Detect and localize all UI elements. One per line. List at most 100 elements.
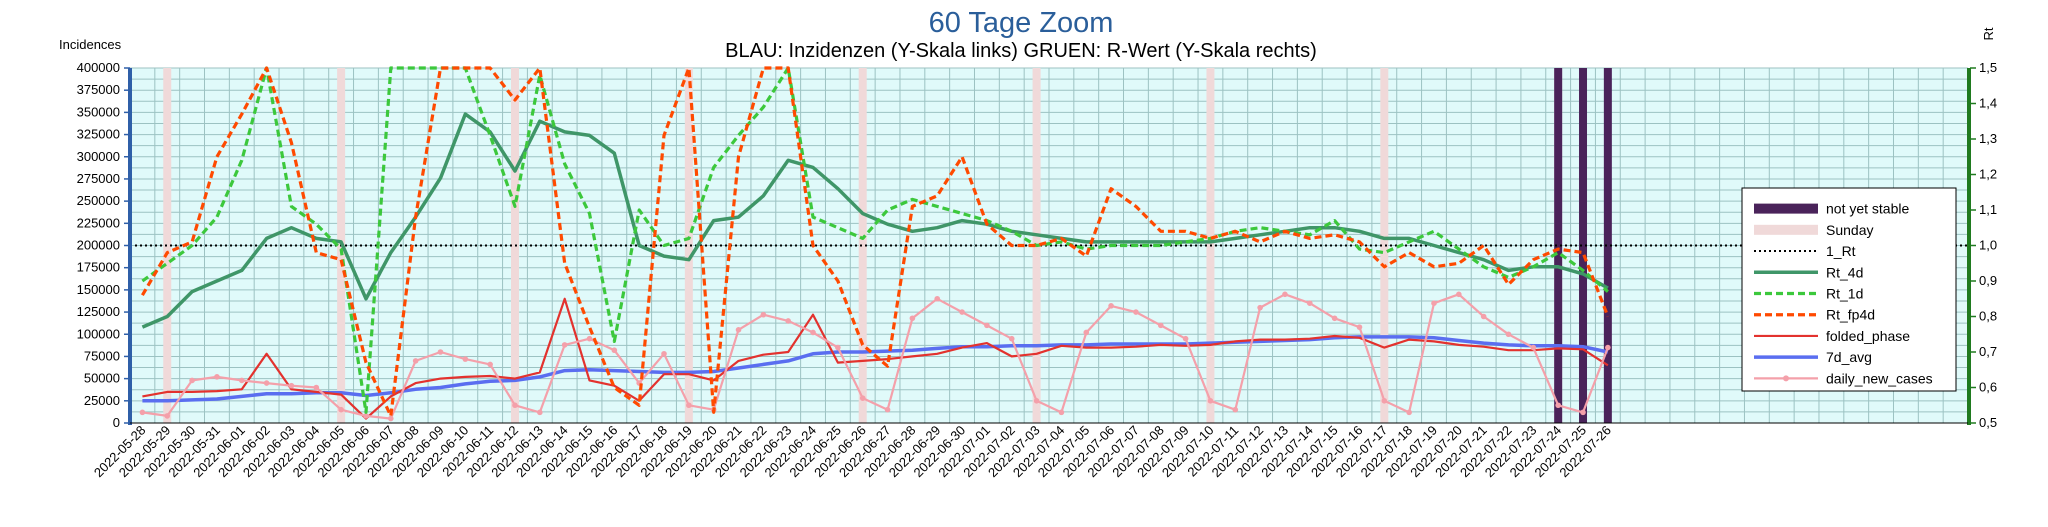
data-point-daily-new-cases	[1058, 409, 1065, 416]
data-point-daily-new-cases	[263, 380, 270, 386]
legend-swatch	[1754, 224, 1818, 235]
right-tick-label: 1,5	[1979, 60, 1997, 75]
left-tick-label: 325000	[77, 127, 120, 142]
legend-label: 7d_avg	[1826, 349, 1872, 365]
sunday-band	[1380, 68, 1389, 423]
legend-label: 1_Rt	[1826, 243, 1856, 259]
data-point-daily-new-cases	[1505, 331, 1512, 338]
data-point-daily-new-cases	[139, 409, 146, 416]
data-point-daily-new-cases	[1605, 344, 1611, 351]
data-point-daily-new-cases	[363, 413, 369, 419]
data-point-daily-new-cases	[1456, 291, 1462, 298]
sunday-band	[684, 68, 693, 423]
data-point-daily-new-cases	[661, 350, 667, 357]
left-axis-ticks: 0 25000 50000 75000 100000 125000 150000 175000…	[77, 60, 130, 430]
left-tick-label: 125000	[77, 304, 120, 319]
legend-label: Rt_1d	[1826, 286, 1863, 302]
data-point-daily-new-cases	[1182, 335, 1189, 342]
left-tick-label: 300000	[77, 149, 120, 164]
data-point-daily-new-cases	[1207, 398, 1214, 404]
data-point-daily-new-cases	[586, 335, 593, 342]
chart-title: 60 Tage Zoom	[929, 7, 1114, 39]
right-tick-label: 0,5	[1979, 415, 1997, 430]
left-axis-bar	[128, 68, 132, 425]
left-tick-label: 50000	[84, 371, 120, 386]
data-point-daily-new-cases	[884, 406, 891, 413]
left-tick-label: 75000	[84, 348, 120, 363]
left-tick-label: 0	[113, 415, 120, 430]
data-point-daily-new-cases	[1431, 300, 1437, 306]
not-yet-stable-band	[1579, 68, 1588, 423]
legend-label: Rt_fp4d	[1826, 307, 1875, 323]
data-point-daily-new-cases	[959, 309, 965, 315]
left-tick-label: 225000	[77, 215, 120, 230]
legend-label: not yet stable	[1826, 201, 1909, 217]
right-tick-label: 1,1	[1979, 202, 1997, 217]
left-tick-label: 275000	[77, 171, 120, 186]
data-point-daily-new-cases	[387, 415, 394, 422]
right-tick-label: 0,8	[1979, 309, 1997, 324]
right-tick-label: 0,9	[1979, 273, 1997, 288]
data-point-daily-new-cases	[561, 342, 568, 348]
data-point-daily-new-cases	[859, 395, 866, 401]
left-tick-label: 400000	[77, 60, 120, 75]
data-point-daily-new-cases	[462, 356, 469, 362]
data-point-daily-new-cases	[412, 358, 419, 364]
data-point-daily-new-cases	[1580, 409, 1586, 416]
data-point-daily-new-cases	[164, 413, 171, 419]
data-point-daily-new-cases	[437, 349, 444, 355]
data-point-daily-new-cases	[1381, 398, 1388, 404]
left-tick-label: 175000	[77, 260, 120, 275]
right-tick-label: 0,6	[1979, 380, 1997, 395]
x-axis-ticks: 2022-05-282022-05-292022-05-302022-05-31…	[91, 423, 1614, 481]
data-point-daily-new-cases	[1282, 291, 1288, 298]
data-point-daily-new-cases	[760, 311, 767, 318]
data-point-daily-new-cases	[810, 329, 816, 336]
data-point-daily-new-cases	[1555, 402, 1561, 409]
left-tick-label: 250000	[77, 193, 120, 208]
legend-label: daily_new_cases	[1826, 370, 1933, 386]
data-point-daily-new-cases	[1033, 398, 1040, 404]
right-tick-label: 0,7	[1979, 344, 1997, 359]
right-tick-label: 1,4	[1979, 96, 1997, 111]
data-point-daily-new-cases	[1008, 335, 1015, 342]
data-point-daily-new-cases	[785, 318, 792, 324]
data-point-daily-new-cases	[313, 384, 320, 391]
series-layer	[130, 66, 1968, 422]
right-tick-label: 1,2	[1979, 167, 1997, 182]
data-point-daily-new-cases	[686, 402, 692, 409]
sunday-band	[163, 68, 172, 423]
series-line-Rt-1d	[141, 66, 1609, 414]
data-point-daily-new-cases	[1133, 309, 1139, 315]
data-point-daily-new-cases	[611, 347, 618, 354]
right-tick-label: 1,3	[1979, 131, 1997, 146]
right-axis-label: Rt	[1981, 27, 1996, 40]
series-line-Rt-4d	[141, 112, 1609, 329]
data-point-daily-new-cases	[288, 382, 295, 389]
series-line-Rt-fp4d	[141, 66, 1610, 418]
data-point-daily-new-cases	[189, 377, 195, 384]
data-point-daily-new-cases	[214, 374, 220, 380]
data-point-daily-new-cases	[512, 402, 518, 409]
series-line-daily-new-cases	[142, 293, 1609, 420]
data-point-daily-new-cases	[1331, 315, 1338, 322]
sunday-band	[858, 68, 867, 423]
legend-label: Sunday	[1826, 222, 1873, 238]
legend-swatch-marker	[1783, 375, 1789, 382]
data-point-daily-new-cases	[1306, 300, 1313, 306]
legend-label: folded_phase	[1826, 328, 1910, 344]
legend-swatch	[1754, 203, 1818, 214]
right-axis-ticks: 0,5 0,6 0,7 0,8 0,9 1,0 1,1 1,2 1,3 1,4 1,5	[1970, 60, 1997, 430]
data-point-daily-new-cases	[1480, 313, 1487, 320]
left-tick-label: 375000	[77, 82, 120, 97]
right-tick-label: 1,0	[1979, 238, 1997, 253]
legend-label: Rt_4d	[1826, 264, 1863, 280]
data-point-daily-new-cases	[984, 322, 990, 329]
data-point-daily-new-cases	[1530, 344, 1537, 351]
data-point-daily-new-cases	[1406, 409, 1412, 416]
data-point-daily-new-cases	[338, 406, 344, 413]
left-tick-label: 150000	[77, 282, 120, 297]
data-point-daily-new-cases	[537, 409, 543, 416]
left-tick-label: 350000	[77, 104, 120, 119]
left-tick-label: 100000	[77, 326, 120, 341]
